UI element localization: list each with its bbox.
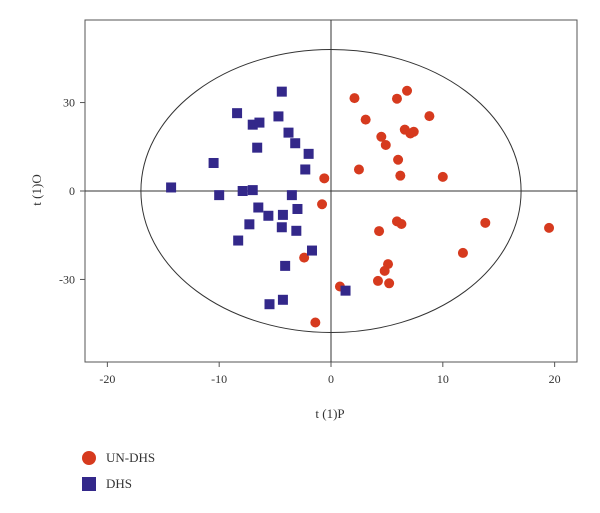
point-dhs <box>264 299 275 310</box>
x-tick-label: 20 <box>549 372 561 386</box>
point-un-dhs <box>372 275 383 286</box>
legend-marker-dhs <box>82 477 96 491</box>
scatter-points <box>166 85 555 328</box>
point-dhs <box>276 222 287 233</box>
point-dhs <box>214 190 225 201</box>
point-dhs <box>254 117 265 128</box>
point-un-dhs <box>544 222 555 233</box>
point-un-dhs <box>391 93 402 104</box>
point-dhs <box>277 209 288 220</box>
y-axis-ticks: -30 0 30 <box>59 96 85 286</box>
point-dhs <box>263 210 274 221</box>
point-un-dhs <box>437 171 448 182</box>
y-axis-title: t (1)O <box>29 174 44 205</box>
point-dhs <box>340 285 351 296</box>
point-un-dhs <box>310 317 321 328</box>
point-dhs <box>306 245 317 256</box>
point-dhs <box>233 235 244 246</box>
point-un-dhs <box>396 219 407 230</box>
point-un-dhs <box>349 93 360 104</box>
point-dhs <box>286 190 297 201</box>
point-dhs <box>273 111 284 122</box>
x-axis-ticks: -20 -10 0 10 20 <box>99 362 561 386</box>
point-dhs <box>283 127 294 138</box>
point-dhs <box>252 142 263 153</box>
point-un-dhs <box>299 252 310 263</box>
point-dhs <box>292 203 303 214</box>
point-dhs <box>277 294 288 305</box>
point-un-dhs <box>384 278 395 289</box>
y-tick-label: -30 <box>59 272 75 286</box>
point-un-dhs <box>402 85 413 96</box>
x-tick-label: -10 <box>211 372 227 386</box>
point-dhs <box>280 260 291 271</box>
x-tick-label: 0 <box>328 372 334 386</box>
point-dhs <box>166 182 177 193</box>
point-dhs <box>247 119 258 130</box>
point-un-dhs <box>319 173 330 184</box>
point-dhs <box>291 225 302 236</box>
point-un-dhs <box>379 265 390 276</box>
point-dhs <box>290 138 301 149</box>
point-dhs <box>300 164 311 175</box>
x-axis-title: t (1)P <box>315 406 344 421</box>
point-un-dhs <box>374 226 385 237</box>
point-dhs <box>253 202 264 213</box>
point-un-dhs <box>376 131 387 142</box>
x-tick-label: 10 <box>437 372 449 386</box>
point-un-dhs <box>317 199 328 210</box>
point-un-dhs <box>424 111 435 122</box>
point-dhs <box>237 186 248 196</box>
point-un-dhs <box>353 164 364 175</box>
point-un-dhs <box>380 140 391 151</box>
point-un-dhs <box>480 217 491 228</box>
legend: UN-DHS DHS <box>82 450 155 491</box>
legend-marker-un-dhs <box>82 451 96 465</box>
point-dhs <box>232 108 243 119</box>
point-dhs <box>276 86 287 97</box>
point-dhs <box>247 185 258 196</box>
legend-label-dhs: DHS <box>106 476 132 491</box>
confidence-ellipse <box>140 48 522 334</box>
point-un-dhs <box>395 170 406 181</box>
point-un-dhs <box>393 154 404 165</box>
y-tick-label: 0 <box>69 184 75 198</box>
point-dhs <box>208 157 219 168</box>
legend-label-un-dhs: UN-DHS <box>106 450 155 465</box>
point-un-dhs <box>360 114 371 125</box>
y-tick-label: 30 <box>63 96 75 110</box>
point-dhs <box>244 219 255 230</box>
point-dhs <box>303 148 314 159</box>
x-tick-label: -20 <box>99 372 115 386</box>
point-un-dhs <box>457 247 468 258</box>
point-un-dhs <box>408 126 419 137</box>
